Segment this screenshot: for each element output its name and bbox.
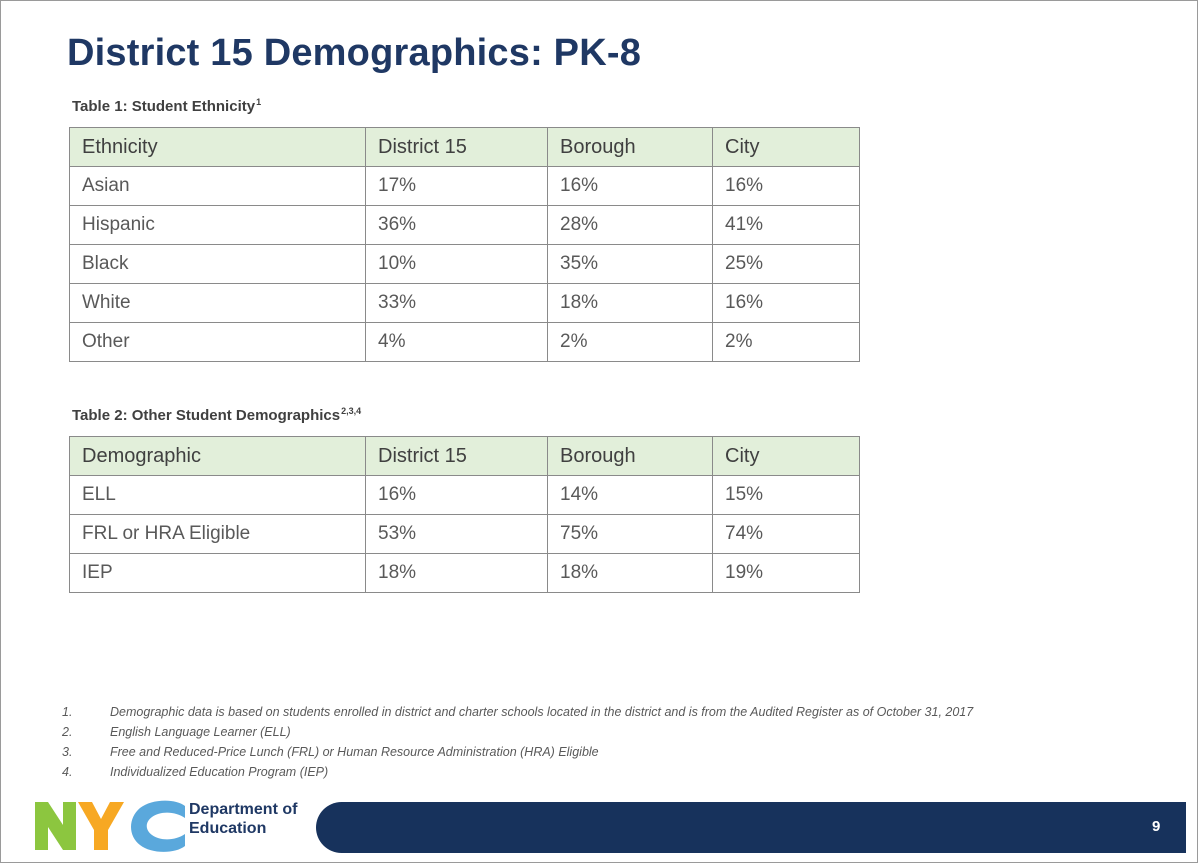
footnote-item: 1. Demographic data is based on students …: [62, 702, 1172, 722]
table-row: Black 10% 35% 25%: [69, 244, 860, 284]
table-cell: 33%: [365, 283, 548, 323]
header-cell: Demographic: [69, 436, 366, 476]
table-cell: 16%: [712, 166, 860, 206]
header-cell: Ethnicity: [69, 127, 366, 167]
table-cell: 41%: [712, 205, 860, 245]
nyc-logo-c: [131, 800, 185, 852]
footnote-text: English Language Learner (ELL): [110, 725, 291, 739]
footnote-number: 2.: [62, 725, 73, 739]
footer-bar: [316, 802, 1186, 853]
table-cell: 18%: [547, 283, 713, 323]
table-cell: 18%: [365, 553, 548, 593]
table1-caption-footnote-ref: 1: [256, 97, 262, 107]
table-row: ELL 16% 14% 15%: [69, 475, 860, 515]
table2-caption: Table 2: Other Student Demographics2,3,4: [72, 406, 362, 424]
table-cell: 19%: [712, 553, 860, 593]
table-cell: 15%: [712, 475, 860, 515]
footnote-text: Free and Reduced-Price Lunch (FRL) or Hu…: [110, 745, 599, 759]
table-row: IEP 18% 18% 19%: [69, 553, 860, 593]
table-cell: 16%: [365, 475, 548, 515]
table-cell: 2%: [547, 322, 713, 362]
footnote-item: 4. Individualized Education Program (IEP): [62, 762, 1172, 782]
footnote-text: Individualized Education Program (IEP): [110, 765, 329, 779]
header-cell: Borough: [547, 127, 713, 167]
header-cell: District 15: [365, 127, 548, 167]
footnote-item: 2. English Language Learner (ELL): [62, 722, 1172, 742]
header-cell: Borough: [547, 436, 713, 476]
footnote-item: 3. Free and Reduced-Price Lunch (FRL) or …: [62, 742, 1172, 762]
table-cell: 28%: [547, 205, 713, 245]
table-cell: Asian: [69, 166, 366, 206]
nyc-logo: [35, 800, 185, 852]
nyc-logo-y: [78, 802, 124, 850]
table-row: White 33% 18% 16%: [69, 283, 860, 323]
table-cell: 53%: [365, 514, 548, 554]
footnote-number: 1.: [62, 705, 73, 719]
table-cell: Hispanic: [69, 205, 366, 245]
footnote-number: 3.: [62, 745, 73, 759]
header-cell: District 15: [365, 436, 548, 476]
table-header-row: Ethnicity District 15 Borough City: [69, 127, 860, 167]
page-title: District 15 Demographics: PK-8: [67, 32, 642, 74]
table-cell: IEP: [69, 553, 366, 593]
footnote-text: Demographic data is based on students en…: [110, 705, 974, 719]
table-cell: 14%: [547, 475, 713, 515]
table-cell: 25%: [712, 244, 860, 284]
table-cell: White: [69, 283, 366, 323]
table-cell: 4%: [365, 322, 548, 362]
table-cell: Black: [69, 244, 366, 284]
table-cell: 36%: [365, 205, 548, 245]
table-row: FRL or HRA Eligible 53% 75% 74%: [69, 514, 860, 554]
table-cell: 35%: [547, 244, 713, 284]
table-cell: 10%: [365, 244, 548, 284]
table-cell: ELL: [69, 475, 366, 515]
other-demographics-table: Demographic District 15 Borough City ELL…: [69, 436, 860, 593]
table-header-row: Demographic District 15 Borough City: [69, 436, 860, 476]
table-cell: 16%: [712, 283, 860, 323]
department-name: Department of Education: [189, 801, 298, 837]
header-cell: City: [712, 436, 860, 476]
table-cell: FRL or HRA Eligible: [69, 514, 366, 554]
table-cell: 2%: [712, 322, 860, 362]
page-number: 9: [1152, 818, 1161, 835]
table-cell: 75%: [547, 514, 713, 554]
nyc-logo-n: [35, 802, 76, 850]
table-cell: 74%: [712, 514, 860, 554]
table-row: Hispanic 36% 28% 41%: [69, 205, 860, 245]
table-row: Other 4% 2% 2%: [69, 322, 860, 362]
student-ethnicity-table: Ethnicity District 15 Borough City Asian…: [69, 127, 860, 362]
table2-caption-footnote-ref: 2,3,4: [341, 406, 362, 416]
table-cell: 17%: [365, 166, 548, 206]
footnotes: 1. Demographic data is based on students …: [62, 702, 1172, 782]
table-cell: Other: [69, 322, 366, 362]
footnote-number: 4.: [62, 765, 73, 779]
table-cell: 16%: [547, 166, 713, 206]
table-row: Asian 17% 16% 16%: [69, 166, 860, 206]
header-cell: City: [712, 127, 860, 167]
table1-caption: Table 1: Student Ethnicity1: [72, 97, 262, 115]
table-cell: 18%: [547, 553, 713, 593]
